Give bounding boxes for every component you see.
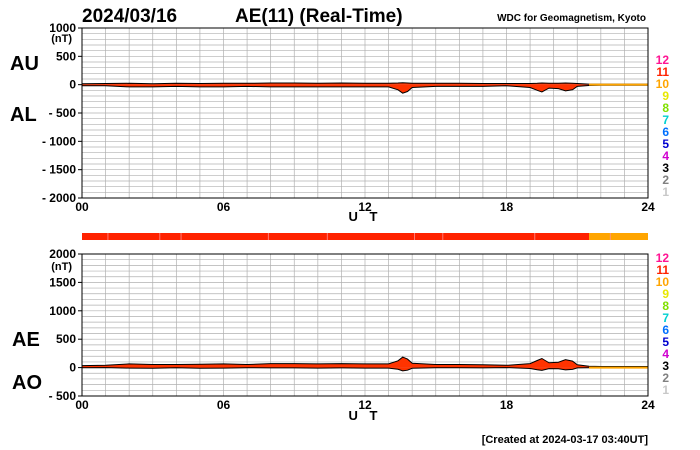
legend-station-count: 2 [662, 371, 669, 385]
chart-title: AE(11) (Real-Time) [235, 6, 403, 27]
au-al-x-tick-label: 06 [217, 200, 231, 214]
ae-ao-series-ae-fill [82, 357, 648, 368]
legend-station-count: 7 [662, 113, 669, 127]
legend-station-count: 1 [662, 185, 669, 199]
legend-station-count: 10 [656, 77, 670, 91]
legend-station-count: 12 [656, 53, 670, 67]
au-al-series-al-line [82, 84, 648, 94]
legend-station-count: 5 [662, 137, 669, 151]
legend-station-count: 10 [656, 275, 670, 289]
ae-ao-x-axis-label: U T [349, 408, 382, 423]
ae-ao-x-tick-label: 06 [217, 398, 231, 412]
chart-date: 2024/03/16 [82, 6, 177, 27]
legend-station-count: 3 [662, 161, 669, 175]
station-bar-segment [589, 233, 648, 240]
au-al-y-tick-label: - 1000 [42, 134, 76, 148]
ae-ao-grid [82, 254, 648, 396]
legend-station-count: 9 [662, 89, 669, 103]
legend-station-count: 8 [662, 101, 669, 115]
ae-ao-x-ticks: 00 06 12 18 24 [75, 398, 655, 412]
legend-station-count: 11 [656, 263, 669, 277]
au-al-grid [82, 28, 648, 198]
ae-ao-y-tick-label: 2000 [49, 247, 76, 261]
station-count-bar [82, 233, 648, 240]
ae-ao-y-tick-label: 1500 [49, 275, 76, 289]
au-al-panel: 1000 500 0 - 500 - 1000 - 1500 - 2000 00 06 12 18… [10, 21, 655, 224]
ae-ao-x-tick-label: 12 [358, 398, 372, 412]
au-al-x-ticks: 00 06 12 18 24 [75, 200, 655, 214]
legend-station-count: 4 [662, 149, 669, 163]
au-al-x-tick-label: 24 [641, 200, 655, 214]
legend-station-count: 7 [662, 311, 669, 325]
au-al-series-au-line [81, 82, 648, 85]
ae-ao-y-tick-label: 500 [56, 332, 76, 346]
ae-ao-panel: 2000 1500 1000 500 0 - 500 00 06 12 18 24 (nT) AE… [12, 247, 655, 423]
au-al-y-tick-label: - 500 [49, 106, 77, 120]
ae-label: AE [12, 329, 40, 351]
legend-station-count: 1 [662, 383, 669, 397]
au-al-x-tick-label: 00 [75, 200, 89, 214]
created-timestamp: [Created at 2024-03-17 03:40UT] [482, 434, 649, 446]
ao-label: AO [12, 372, 42, 394]
ae-ao-frame [81, 253, 649, 397]
ae-ao-unit: (nT) [51, 261, 72, 273]
au-al-series [81, 82, 648, 94]
ae-ao-series-ao-line [81, 367, 648, 372]
al-label: AL [10, 104, 37, 126]
au-al-y-ticks: 1000 500 0 - 500 - 1000 - 1500 - 2000 [42, 21, 82, 205]
station-bar-segment [82, 233, 590, 240]
au-al-x-tick-label: 12 [358, 200, 372, 214]
legend-station-count: 4 [662, 347, 669, 361]
data-source: WDC for Geomagnetism, Kyoto [497, 13, 646, 24]
ae-ao-series-ae-line [81, 356, 648, 367]
au-al-frame [81, 27, 649, 199]
au-al-y-tick-label: 0 [69, 78, 76, 92]
ae-ao-x-tick-label: 18 [500, 398, 514, 412]
legend-station-count: 6 [662, 125, 669, 139]
ae-ao-series [81, 356, 648, 372]
au-al-unit: (nT) [51, 33, 72, 45]
ae-ao-y-tick-label: 1000 [49, 304, 76, 318]
au-al-y-tick-label: 1000 [49, 21, 76, 35]
ae-ao-x-tick-label: 24 [641, 398, 655, 412]
au-al-y-tick-label: - 1500 [42, 163, 76, 177]
ae-ao-y-tick-label: 0 [69, 361, 76, 375]
legend-station-count: 5 [662, 335, 669, 349]
legend-station-count: 11 [656, 65, 669, 79]
au-al-y-tick-label: - 2000 [42, 191, 76, 205]
au-al-y-tick-label: 500 [56, 49, 76, 63]
ae-ao-y-ticks: 2000 1500 1000 500 0 - 500 [49, 247, 82, 403]
legend-station-count: 2 [662, 173, 669, 187]
ae-ao-x-tick-label: 00 [75, 398, 89, 412]
legend-station-count: 12 [656, 251, 670, 265]
legend-station-count: 9 [662, 287, 669, 301]
au-label: AU [10, 53, 39, 75]
au-al-x-tick-label: 18 [500, 200, 514, 214]
legend-station-count: 3 [662, 359, 669, 373]
legend-station-count: 6 [662, 323, 669, 337]
au-al-x-axis-label: U T [349, 209, 382, 224]
legend-station-count: 8 [662, 299, 669, 313]
ae-ao-y-tick-label: - 500 [49, 389, 77, 403]
